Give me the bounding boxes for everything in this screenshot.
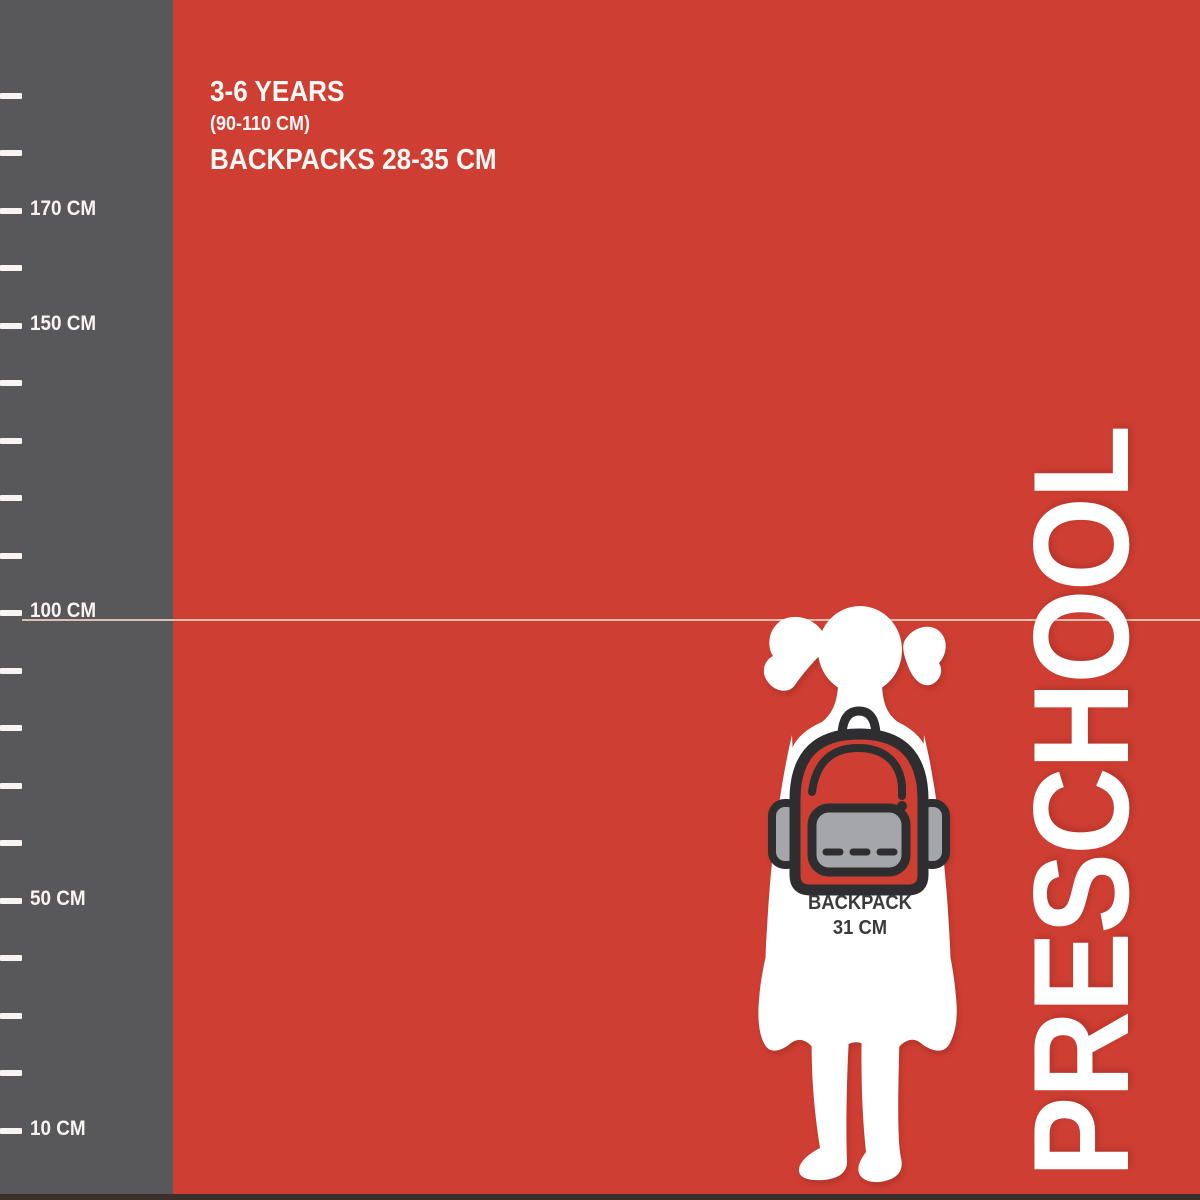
bottom-edge-bar <box>0 1194 1200 1200</box>
ruler-tick-140cm <box>0 380 22 386</box>
ruler-tick-20cm <box>0 1070 22 1076</box>
height-ruler: 170 CM 150 CM 100 CM 50 CM 10 CM <box>0 0 173 1200</box>
ruler-tick-30cm <box>0 1012 22 1019</box>
ruler-tick-70cm <box>0 782 22 789</box>
height-range-label: (90-110 CM) <box>210 113 311 135</box>
backpack-zipper-seam <box>808 743 906 800</box>
backpack-caption-line1: BACKPACK <box>808 892 912 914</box>
girl-leg-left <box>798 1020 850 1181</box>
ruler-tick-label-10cm: 10 CM <box>30 1116 86 1140</box>
ruler-tick-label-150cm: 150 CM <box>30 311 97 335</box>
category-label-vertical: PRESCHOOL <box>1005 426 1157 1178</box>
girl-leg-right <box>858 1020 902 1183</box>
ruler-tick-60cm <box>0 840 22 846</box>
child-with-backpack-illustration <box>758 606 957 1183</box>
ruler-tick-150cm <box>0 322 22 329</box>
ruler-tick-110cm <box>0 552 22 559</box>
ruler-tick-label-170cm: 170 CM <box>30 196 97 220</box>
ruler-tick-label-100cm: 100 CM <box>30 599 97 622</box>
girl-head <box>818 606 902 694</box>
girl-pigtail-right <box>903 626 946 686</box>
ruler-tick-50cm <box>0 897 22 904</box>
reference-line-100cm <box>22 619 1200 621</box>
backpack-caption-line2: 31 CM <box>832 917 888 939</box>
ruler-tick-190cm <box>0 92 22 99</box>
backpack-icon <box>768 706 950 896</box>
ruler-tick-80cm <box>0 725 22 731</box>
backpack-front-pocket <box>807 803 911 877</box>
ruler-tick-100cm <box>0 610 22 616</box>
backpack-size-range-label: BACKPACKS 28-35 CM <box>210 144 497 176</box>
ruler-tick-120cm <box>0 495 22 501</box>
ruler-tick-170cm <box>0 207 22 214</box>
header-text-block: 3-6 YEARS (90-110 CM) BACKPACKS 28-35 CM <box>210 78 497 175</box>
girl-pigtail-left <box>763 616 826 691</box>
ruler-tick-180cm <box>0 150 22 156</box>
ruler-tick-160cm <box>0 265 22 271</box>
ruler-tick-40cm <box>0 955 22 961</box>
backpack-handle <box>837 706 881 742</box>
backpack-caption: BACKPACK 31 CM <box>785 891 936 941</box>
ruler-tick-130cm <box>0 437 22 444</box>
ruler-tick-label-50cm: 50 CM <box>30 886 86 910</box>
ruler-tick-90cm <box>0 667 22 674</box>
age-range-label: 3-6 YEARS <box>210 76 345 108</box>
ruler-tick-10cm <box>0 1127 22 1134</box>
